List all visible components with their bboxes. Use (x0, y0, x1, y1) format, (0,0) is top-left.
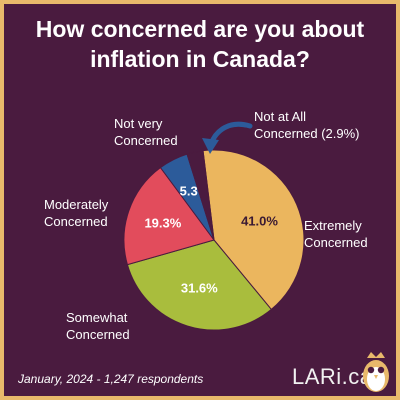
owl-icon (363, 352, 389, 392)
slice-value-label-0: 41.0% (241, 213, 278, 228)
title-line-1: How concerned are you about (35, 16, 365, 42)
pie-slice-1 (126, 239, 273, 331)
slice-value-label-3: 5.3 (180, 183, 198, 198)
pie-slice-2 (123, 166, 215, 266)
title-line-2: inflation in Canada? (90, 46, 310, 72)
survey-note: January, 2024 - 1,247 respondents (18, 372, 204, 386)
pie-chart: 41.0% Extremely Concerned 31.6% Somewhat Conc… (44, 109, 368, 342)
brand-logo-text: LARi.ca (292, 364, 373, 389)
pie-slice-4 (186, 150, 215, 241)
slice-category-label-3: Not very Concerned (114, 116, 178, 148)
slice-value-label-2: 19.3% (144, 216, 181, 231)
pie-slice-0 (202, 149, 305, 311)
slice-value-label-1: 31.6% (181, 280, 218, 295)
slice-category-label-2: Moderately Concerned (44, 197, 109, 229)
slice-category-label-1: Somewhat Concerned (66, 310, 130, 342)
chart-title: How concerned are you about inflation in… (14, 14, 386, 74)
slice-category-label-4: Not at All Concerned (2.9%) (254, 109, 360, 141)
slice-category-label-0: Extremely Concerned (304, 218, 368, 250)
callout-arrow-head (202, 138, 219, 154)
